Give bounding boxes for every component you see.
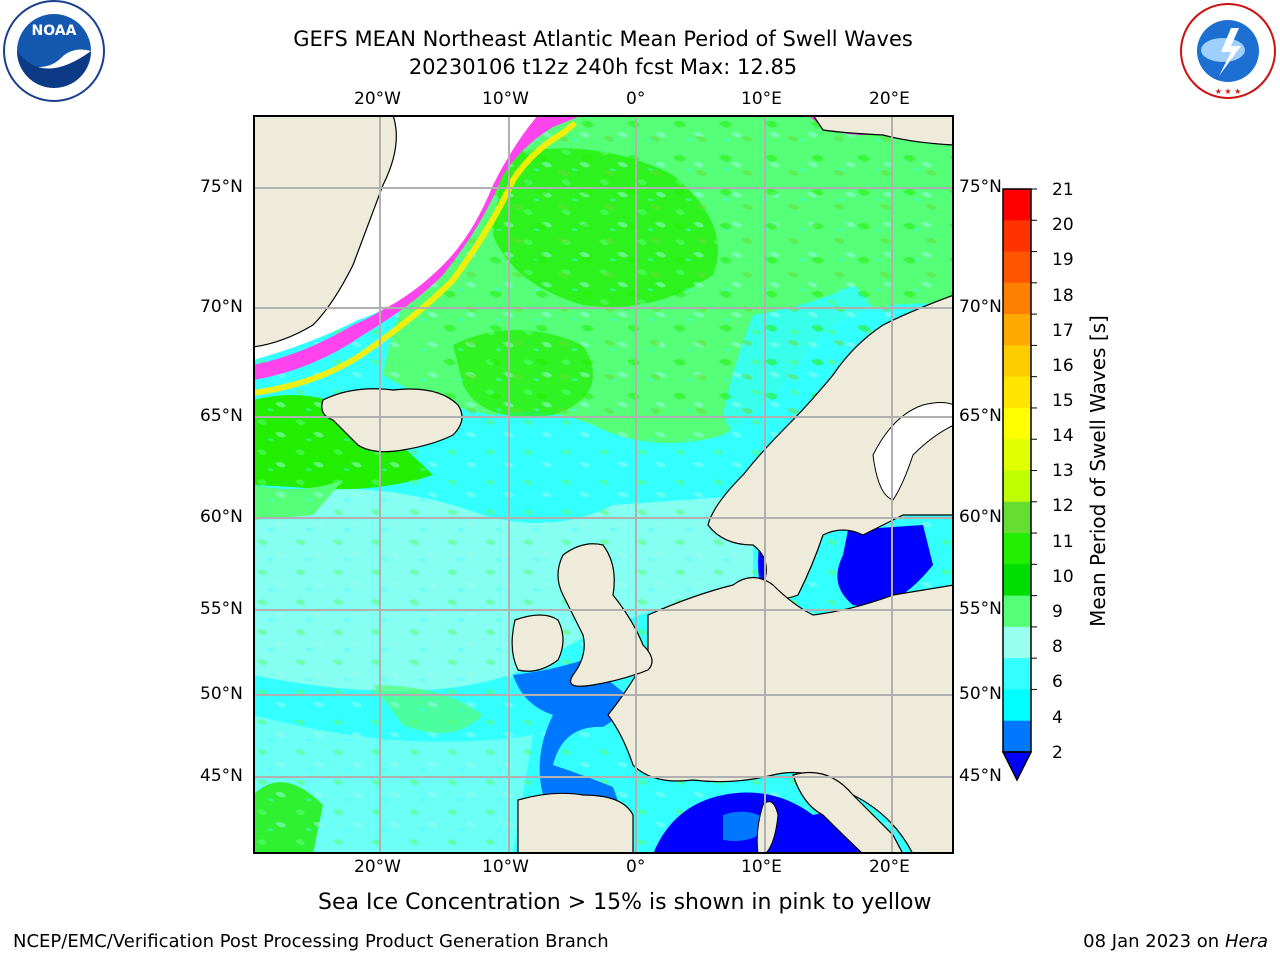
- colorbar-segment: [1003, 376, 1031, 409]
- colorbar-label: 14: [1052, 426, 1074, 446]
- sea-ice-note: Sea Ice Concentration > 15% is shown in …: [318, 890, 932, 915]
- lat-tick-left: 70°N: [200, 297, 243, 317]
- lat-tick-left: 55°N: [200, 599, 243, 619]
- colorbar-label: 21: [1052, 180, 1074, 200]
- lat-tick-right: 55°N: [959, 599, 1002, 619]
- lat-tick-right: 45°N: [959, 766, 1002, 786]
- nws-logo: ★ ★ ★: [1180, 3, 1276, 99]
- footer-credit: NCEP/EMC/Verification Post Processing Pr…: [13, 931, 609, 952]
- colorbar-label: 20: [1052, 215, 1074, 235]
- colorbar-label: 16: [1052, 356, 1074, 376]
- map-title: GEFS MEAN Northeast Atlantic Mean Period…: [293, 27, 913, 51]
- colorbar-label: 15: [1052, 391, 1074, 411]
- colorbar-label: 13: [1052, 461, 1074, 481]
- land-iceland: [321, 388, 463, 453]
- map-subtitle: 20230106 t12z 240h fcst Max: 12.85: [408, 55, 798, 79]
- colorbar-segment: [1003, 658, 1031, 690]
- footer-date: 08 Jan 2023 on Hera: [1083, 931, 1268, 952]
- blue-med-zone: [653, 792, 903, 854]
- colorbar-segment: [1003, 564, 1031, 597]
- colorbar-segment: [1003, 282, 1031, 315]
- lat-tick-right: 60°N: [959, 507, 1002, 527]
- colorbar-label: 2: [1052, 743, 1063, 763]
- colorbar-label: 11: [1052, 532, 1074, 552]
- lon-tick-bottom: 20°E: [869, 857, 910, 877]
- colorbar-segment: [1003, 345, 1031, 378]
- colorbar-segment: [1003, 189, 1031, 221]
- colorbar-label: 17: [1052, 321, 1074, 341]
- lat-tick-right: 50°N: [959, 684, 1002, 704]
- colorbar-label: 19: [1052, 250, 1074, 270]
- colorbar-segment: [1003, 626, 1031, 659]
- lat-tick-right: 65°N: [959, 406, 1002, 426]
- noaa-logo-text: NOAA: [32, 23, 77, 39]
- colorbar-label: 12: [1052, 496, 1074, 516]
- lon-tick-top: 10°E: [741, 89, 782, 109]
- lat-tick-left: 75°N: [200, 177, 243, 197]
- lon-tick-bottom: 10°E: [741, 857, 782, 877]
- land-svalbard: [812, 115, 954, 146]
- colorbar-label: 9: [1052, 602, 1063, 622]
- lon-tick-bottom: 10°W: [482, 857, 529, 877]
- colorbar-label: 10: [1052, 567, 1074, 587]
- colorbar-title: Mean Period of Swell Waves [s]: [1086, 315, 1110, 627]
- map-grid: [253, 115, 954, 854]
- colorbar-extend-arrow: [1001, 751, 1033, 782]
- colorbar-label: 6: [1052, 672, 1063, 692]
- colorbar-segment: [1003, 689, 1031, 722]
- colorbar-segment: [1003, 470, 1031, 503]
- colorbar-segment: [1003, 439, 1031, 471]
- colorbar-segment: [1003, 595, 1031, 628]
- svg-text:★ ★ ★: ★ ★ ★: [1215, 87, 1242, 96]
- swell-period-map: [253, 115, 954, 854]
- colorbar-segment: [1003, 314, 1031, 346]
- footer-host: Hera: [1224, 931, 1268, 952]
- colorbar-segment: [1003, 501, 1031, 534]
- colorbar-segment: [1003, 533, 1031, 565]
- lon-tick-top: 10°W: [482, 89, 529, 109]
- footer-date-text: 08 Jan 2023 on: [1083, 931, 1225, 952]
- lat-tick-right: 75°N: [959, 177, 1002, 197]
- lon-tick-bottom: 0°: [626, 857, 646, 877]
- map-frame: [253, 115, 954, 854]
- colorbar-segment: [1003, 407, 1031, 440]
- colorbar-label: 8: [1052, 637, 1063, 657]
- colorbar-label: 18: [1052, 286, 1074, 306]
- colorbar-segment: [1003, 720, 1031, 753]
- lat-tick-right: 70°N: [959, 297, 1002, 317]
- lat-tick-left: 45°N: [200, 766, 243, 786]
- lat-tick-left: 50°N: [200, 684, 243, 704]
- blue-baltic-zone: [837, 525, 933, 607]
- colorbar: [1001, 188, 1037, 782]
- land-greenland: [253, 115, 397, 348]
- lon-tick-top: 0°: [626, 89, 646, 109]
- lon-tick-top: 20°E: [869, 89, 910, 109]
- land-iberia: [517, 792, 634, 854]
- lat-tick-left: 60°N: [200, 507, 243, 527]
- lon-tick-top: 20°W: [354, 89, 401, 109]
- land-italy: [792, 771, 904, 854]
- land-great-britain: [557, 543, 653, 687]
- lat-tick-left: 65°N: [200, 406, 243, 426]
- lon-tick-bottom: 20°W: [354, 857, 401, 877]
- noaa-logo: NOAA: [3, 0, 105, 102]
- colorbar-segment: [1003, 220, 1031, 253]
- land-ireland: [511, 614, 564, 672]
- colorbar-label: 4: [1052, 708, 1063, 728]
- colorbar-segment: [1003, 251, 1031, 284]
